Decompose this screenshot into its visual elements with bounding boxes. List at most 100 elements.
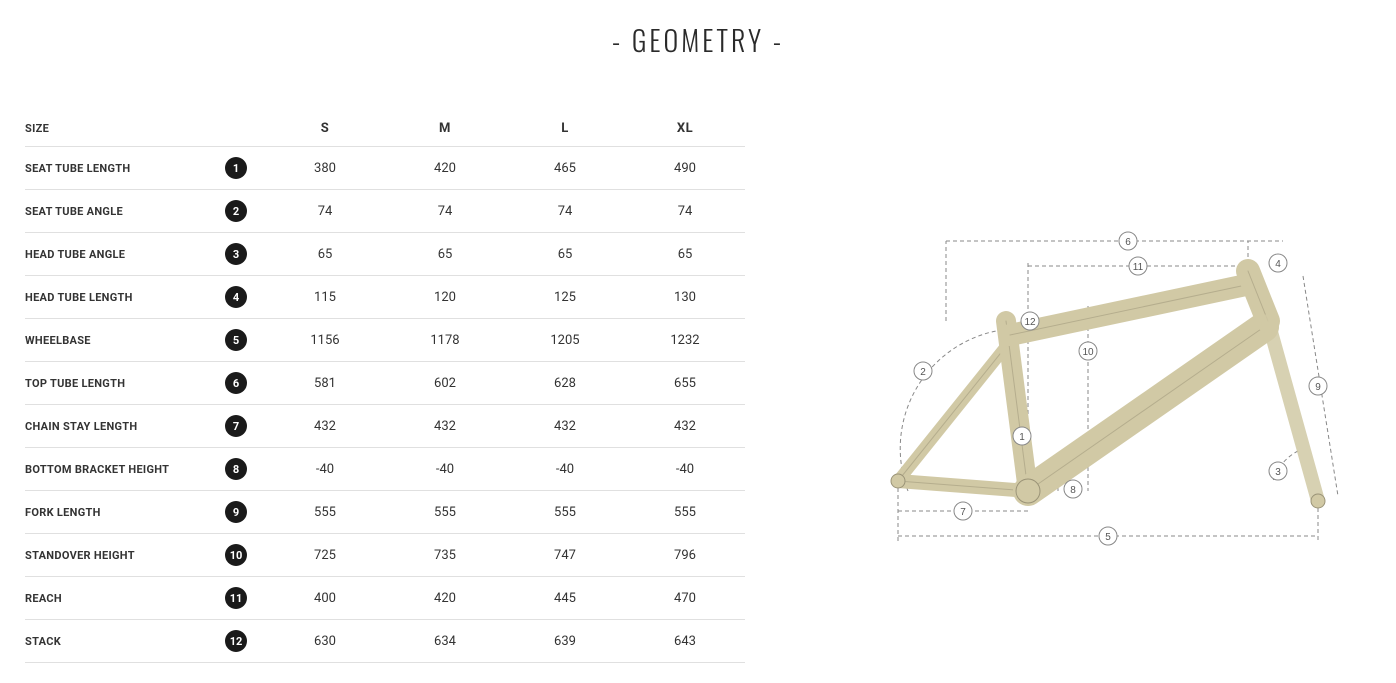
geometry-diagram: 611493578211210 — [828, 171, 1348, 571]
geometry-diagram-container: 611493578211210 — [805, 111, 1371, 571]
geometry-table: SIZE S M L XL SEAT TUBE LENGTH1380420465… — [25, 111, 745, 663]
row-label: BOTTOM BRACKET HEIGHT — [25, 448, 225, 491]
row-badge-cell: 2 — [225, 190, 265, 233]
row-value: 735 — [385, 534, 505, 577]
row-value: 432 — [385, 405, 505, 448]
content-row: SIZE S M L XL SEAT TUBE LENGTH1380420465… — [25, 111, 1371, 663]
header-col-m: M — [385, 111, 505, 147]
row-value: 490 — [625, 147, 745, 190]
row-value: 628 — [505, 362, 625, 405]
table-row: WHEELBASE5 1156117812051232 — [25, 319, 745, 362]
svg-text:1: 1 — [1019, 432, 1025, 443]
row-label: FORK LENGTH — [25, 491, 225, 534]
row-value: 634 — [385, 620, 505, 663]
svg-text:11: 11 — [1133, 262, 1144, 273]
table-row: HEAD TUBE ANGLE365656565 — [25, 233, 745, 276]
row-label: WHEELBASE — [25, 319, 225, 362]
row-value: 555 — [625, 491, 745, 534]
svg-text:8: 8 — [1070, 485, 1076, 496]
svg-text:10: 10 — [1082, 347, 1094, 358]
row-badge-cell: 1 — [225, 147, 265, 190]
row-label: TOP TUBE LENGTH — [25, 362, 225, 405]
row-label: CHAIN STAY LENGTH — [25, 405, 225, 448]
row-value: -40 — [265, 448, 385, 491]
row-value: 74 — [625, 190, 745, 233]
row-value: 1178 — [385, 319, 505, 362]
row-value: 74 — [385, 190, 505, 233]
row-value: 1205 — [505, 319, 625, 362]
header-badge-spacer — [225, 111, 265, 147]
row-badge-cell: 3 — [225, 233, 265, 276]
table-row: REACH11400420445470 — [25, 577, 745, 620]
row-number-badge: 6 — [225, 372, 247, 394]
row-value: 74 — [265, 190, 385, 233]
table-row: BOTTOM BRACKET HEIGHT8-40-40-40-40 — [25, 448, 745, 491]
row-value: 432 — [505, 405, 625, 448]
row-number-badge: 4 — [225, 286, 247, 308]
row-value: 470 — [625, 577, 745, 620]
row-badge-cell: 12 — [225, 620, 265, 663]
row-value: 65 — [265, 233, 385, 276]
row-value: 796 — [625, 534, 745, 577]
row-value: 555 — [265, 491, 385, 534]
table-row: TOP TUBE LENGTH6581602628655 — [25, 362, 745, 405]
row-value: 725 — [265, 534, 385, 577]
row-value: 65 — [625, 233, 745, 276]
row-value: 420 — [385, 147, 505, 190]
row-value: 445 — [505, 577, 625, 620]
svg-text:2: 2 — [920, 367, 926, 378]
row-number-badge: 3 — [225, 243, 247, 265]
row-number-badge: 5 — [225, 329, 247, 351]
row-value: 130 — [625, 276, 745, 319]
header-col-xl: XL — [625, 111, 745, 147]
row-value: 630 — [265, 620, 385, 663]
table-header-row: SIZE S M L XL — [25, 111, 745, 147]
row-value: 125 — [505, 276, 625, 319]
geometry-table-container: SIZE S M L XL SEAT TUBE LENGTH1380420465… — [25, 111, 745, 663]
row-value: 1232 — [625, 319, 745, 362]
table-row: CHAIN STAY LENGTH7432432432432 — [25, 405, 745, 448]
row-badge-cell: 4 — [225, 276, 265, 319]
row-label: STANDOVER HEIGHT — [25, 534, 225, 577]
row-value: 432 — [265, 405, 385, 448]
row-value: 120 — [385, 276, 505, 319]
row-badge-cell: 8 — [225, 448, 265, 491]
row-value: 432 — [625, 405, 745, 448]
row-value: 115 — [265, 276, 385, 319]
row-number-badge: 8 — [225, 458, 247, 480]
row-value: 555 — [505, 491, 625, 534]
svg-text:6: 6 — [1125, 237, 1131, 248]
svg-text:3: 3 — [1275, 467, 1281, 478]
table-row: SEAT TUBE LENGTH1380420465490 — [25, 147, 745, 190]
row-value: 602 — [385, 362, 505, 405]
row-value: 1156 — [265, 319, 385, 362]
row-number-badge: 7 — [225, 415, 247, 437]
svg-text:7: 7 — [960, 507, 966, 518]
row-number-badge: 11 — [225, 587, 247, 609]
row-value: 747 — [505, 534, 625, 577]
row-number-badge: 10 — [225, 544, 247, 566]
row-number-badge: 1 — [225, 157, 247, 179]
row-value: 643 — [625, 620, 745, 663]
row-value: 65 — [505, 233, 625, 276]
row-label: REACH — [25, 577, 225, 620]
row-badge-cell: 7 — [225, 405, 265, 448]
row-value: 639 — [505, 620, 625, 663]
table-row: SEAT TUBE ANGLE274747474 — [25, 190, 745, 233]
table-row: STACK12630634639643 — [25, 620, 745, 663]
header-col-s: S — [265, 111, 385, 147]
row-value: 65 — [385, 233, 505, 276]
svg-text:12: 12 — [1024, 317, 1036, 328]
row-label: HEAD TUBE LENGTH — [25, 276, 225, 319]
row-number-badge: 9 — [225, 501, 247, 523]
row-value: -40 — [625, 448, 745, 491]
row-value: 400 — [265, 577, 385, 620]
row-number-badge: 12 — [225, 630, 247, 652]
header-size-label: SIZE — [25, 111, 225, 147]
row-label: SEAT TUBE ANGLE — [25, 190, 225, 233]
row-badge-cell: 9 — [225, 491, 265, 534]
table-row: FORK LENGTH9555555555555 — [25, 491, 745, 534]
section-title: - GEOMETRY - — [25, 20, 1371, 61]
svg-text:4: 4 — [1275, 259, 1281, 270]
row-value: -40 — [385, 448, 505, 491]
